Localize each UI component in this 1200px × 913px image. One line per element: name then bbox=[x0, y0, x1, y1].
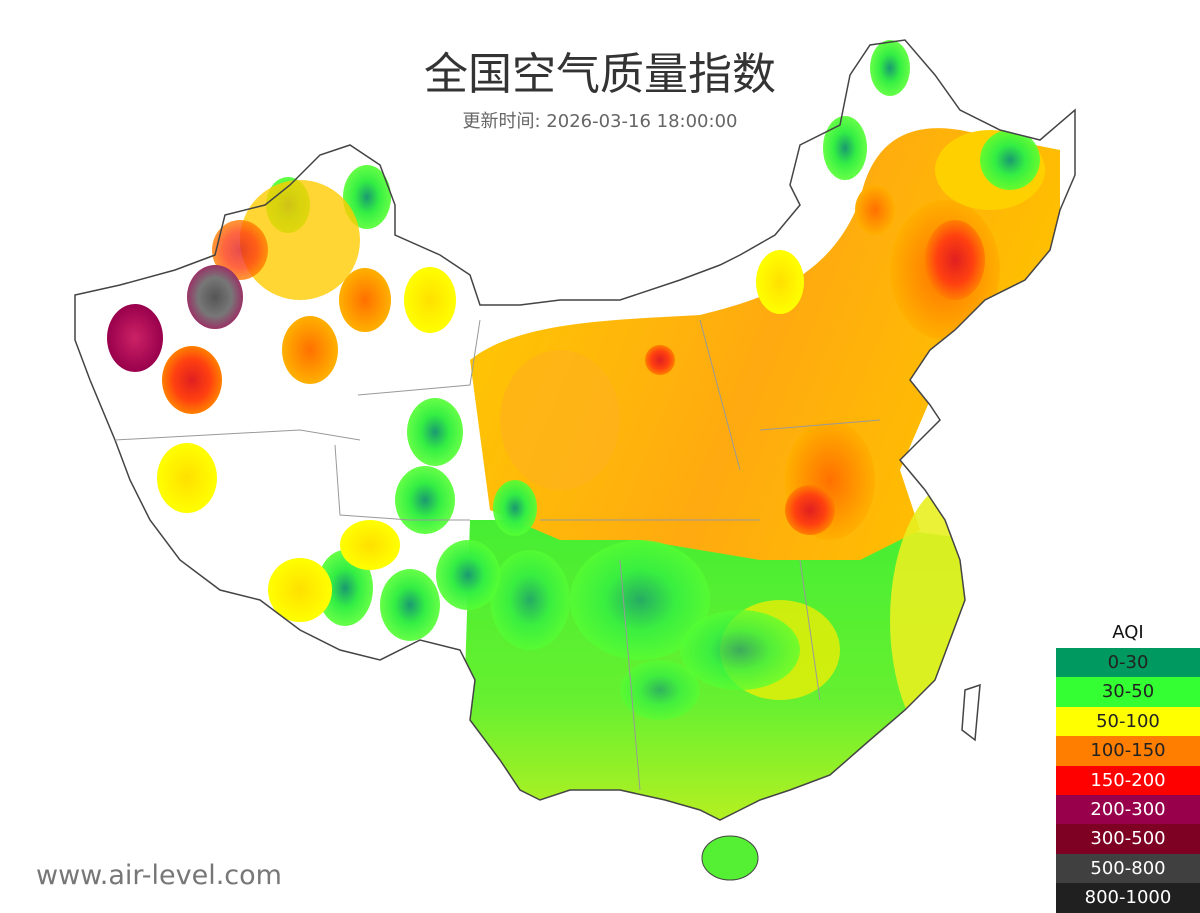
subtitle: 更新时间: 2026-03-16 18:00:00 bbox=[462, 111, 738, 132]
legend-item: 300-500 bbox=[1056, 824, 1200, 854]
legend-item: 150-200 bbox=[1056, 765, 1200, 795]
heat-blobs bbox=[107, 40, 910, 880]
legend-item: 100-150 bbox=[1056, 736, 1200, 766]
legend-item: 200-300 bbox=[1056, 794, 1200, 825]
legend-item: 0-30 bbox=[1056, 648, 1200, 678]
legend-item: 500-800 bbox=[1056, 853, 1200, 884]
legend-item: 50-100 bbox=[1056, 706, 1200, 737]
legend-item: 30-50 bbox=[1056, 677, 1200, 707]
legend-title: AQI bbox=[1112, 622, 1144, 643]
watermark: www.air-level.com bbox=[36, 860, 282, 891]
legend: AQI 0-30 30-50 50-100 100-150 150-200 200-300… bbox=[1056, 618, 1200, 913]
title: 全国空气质量指数 bbox=[424, 49, 776, 100]
heat-fill bbox=[460, 128, 1060, 820]
legend-item: 800-1000 bbox=[1056, 883, 1200, 913]
